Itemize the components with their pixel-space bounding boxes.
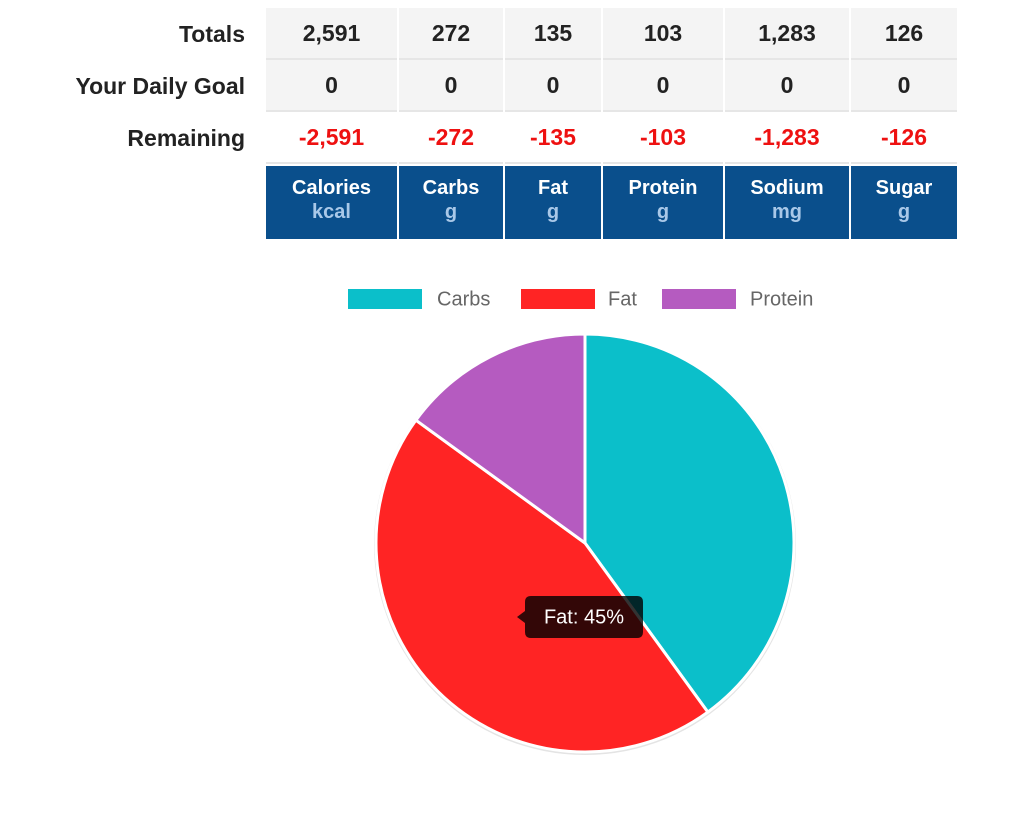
legend-label: Fat [608, 288, 637, 310]
column-name: Sugar [875, 177, 933, 199]
pie-slice [413, 332, 587, 546]
table-cell: -126 [851, 112, 957, 164]
column-header: Protein g [603, 166, 723, 239]
column-unit: g [656, 201, 670, 223]
table-cell: -2,591 [266, 112, 397, 164]
row-label: Remaining [127, 124, 245, 151]
legend-label: Carbs [437, 288, 490, 310]
column-unit: g [897, 201, 911, 223]
column-header: Fat g [505, 166, 601, 239]
table-cell: 1,283 [725, 8, 849, 60]
table-cell: 0 [399, 60, 503, 112]
column-unit: g [546, 201, 560, 223]
pie-slice [583, 332, 796, 715]
table-cell: 0 [266, 60, 397, 112]
table-cell: 103 [603, 8, 723, 60]
chart: Carbs Fat Protein Fat: 45% [348, 288, 813, 755]
column-name: Carbs [422, 177, 480, 199]
tooltip-text: Fat: 45% [544, 606, 624, 628]
column-header: Sodium mg [725, 166, 849, 239]
column-name: Protein [628, 177, 698, 199]
table-cell: 272 [399, 8, 503, 60]
column-name: Calories [292, 177, 371, 199]
table-cell: -1,283 [725, 112, 849, 164]
pie-slice [374, 418, 710, 754]
column-header: Carbs g [399, 166, 503, 239]
column-header: Sugar g [851, 166, 957, 239]
legend-swatch [662, 289, 736, 309]
table-cell: 2,591 [266, 8, 397, 60]
table-cell: -272 [399, 112, 503, 164]
table-cell: 0 [725, 60, 849, 112]
column-unit: g [444, 201, 458, 223]
table-cell: 126 [851, 8, 957, 60]
column-unit: mg [772, 201, 802, 223]
table-cell: 135 [505, 8, 601, 60]
column-name: Fat [538, 177, 568, 199]
column-header: Calories kcal [266, 166, 397, 239]
legend-swatch [348, 289, 422, 309]
tooltip: Fat: 45% [517, 596, 643, 638]
legend-label: Protein [750, 288, 813, 310]
row-label: Your Daily Goal [75, 72, 245, 99]
table-cell: -103 [603, 112, 723, 164]
column-name: Sodium [750, 177, 824, 199]
row-label: Totals [178, 20, 245, 47]
table-cell: 0 [851, 60, 957, 112]
table-cell: 0 [505, 60, 601, 112]
column-unit: kcal [312, 201, 351, 223]
table-cell: 0 [603, 60, 723, 112]
legend-swatch [521, 289, 595, 309]
tooltip-box [517, 596, 643, 638]
table-cell: -135 [505, 112, 601, 164]
